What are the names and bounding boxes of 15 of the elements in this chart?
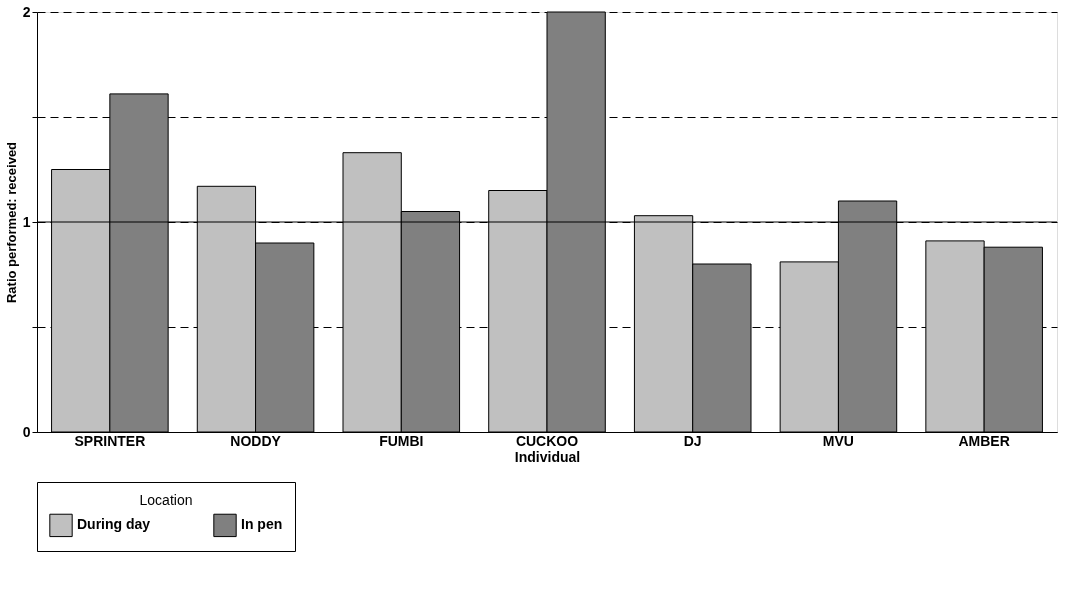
x-tick-label: AMBER xyxy=(958,432,1010,449)
legend-label: In pen xyxy=(241,516,283,533)
legend-title: Location xyxy=(139,492,193,508)
x-tick-label: MVU xyxy=(822,432,854,449)
x-tick-label: NODDY xyxy=(230,432,282,449)
x-tick-label: SPRINTER xyxy=(74,432,146,449)
x-tick-label: CUCKOO xyxy=(515,432,579,449)
y-tick-label: 2 xyxy=(22,3,31,20)
y-axis-title: Ratio performed: received xyxy=(3,141,19,304)
y-tick-label: 1 xyxy=(22,213,31,230)
x-tick-label: DJ xyxy=(683,432,702,449)
legend-label: During day xyxy=(77,516,151,533)
x-axis-title: Individual xyxy=(514,448,581,465)
y-tick-label: 0 xyxy=(22,423,31,440)
x-tick-label: FUMBI xyxy=(379,432,424,449)
